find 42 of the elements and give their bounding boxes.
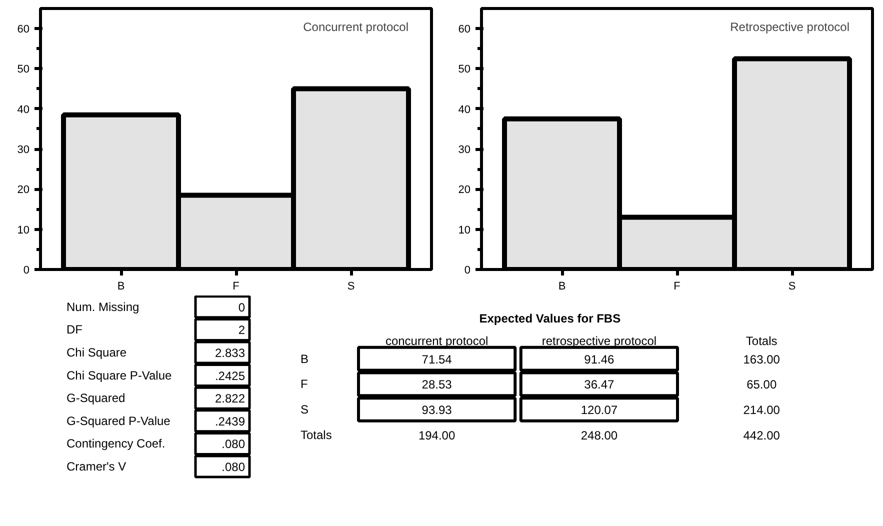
data-label: 248.00: [580, 428, 618, 442]
x-tick-label: B: [558, 280, 566, 292]
y-tick-label: 10: [458, 224, 471, 236]
x-tick-label: F: [232, 280, 240, 292]
y-tick-label: 10: [17, 224, 30, 236]
chart-title: Expected Values for FBS: [479, 311, 621, 326]
y-tick-label: B: [300, 352, 309, 366]
data-label: 194.00: [418, 428, 456, 442]
data-label: 71.54: [422, 352, 452, 366]
y-tick-label: 20: [458, 184, 471, 196]
annotation: Retrospective protocol: [730, 20, 850, 34]
y-tick-label: 50: [458, 64, 471, 76]
y-tick-label: 40: [458, 104, 471, 116]
x-tick-label: retrospective protocol: [542, 334, 657, 348]
x-tick-label: S: [347, 280, 355, 292]
data-label: 93.93: [422, 403, 452, 417]
y-tick-label: 60: [458, 24, 471, 36]
data-label: 214.00: [743, 403, 780, 417]
y-tick-label: 20: [17, 184, 30, 196]
y-tick-label: 30: [17, 144, 30, 156]
data-label: 28.53: [422, 378, 452, 392]
y-tick-label: 40: [17, 104, 30, 116]
x-tick-label: B: [117, 280, 125, 292]
y-tick-label: 60: [17, 24, 30, 36]
y-tick-label: 0: [464, 264, 471, 276]
annotation: Concurrent protocol: [303, 20, 409, 34]
x-tick-label: concurrent protocol: [385, 334, 488, 348]
data-label: 65.00: [746, 378, 777, 392]
data-label: 163.00: [743, 352, 780, 366]
x-tick-label: F: [674, 280, 681, 292]
x-tick-label: Totals: [746, 334, 778, 348]
y-tick-label: S: [300, 402, 309, 416]
y-tick-label: 0: [23, 264, 30, 276]
data-label: 36.47: [584, 378, 615, 392]
y-tick-label: 30: [458, 144, 471, 156]
y-tick-label: F: [300, 377, 308, 392]
data-label: 91.46: [584, 352, 615, 366]
data-label: 442.00: [743, 428, 780, 442]
y-tick-label: Totals: [300, 428, 332, 442]
data-label: 120.07: [580, 403, 618, 417]
y-tick-label: 50: [17, 64, 30, 76]
x-tick-label: S: [788, 280, 796, 292]
